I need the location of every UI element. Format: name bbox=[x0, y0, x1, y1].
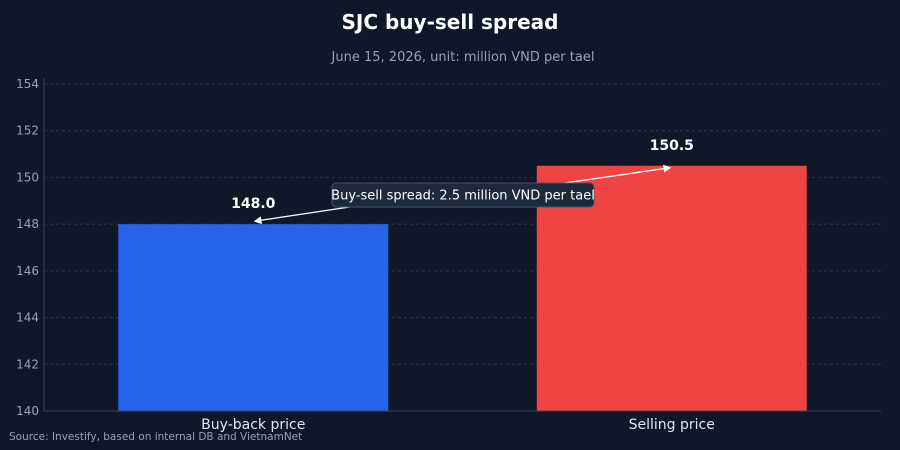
annotation-text: Buy-sell spread: 2.5 million VND per tae… bbox=[331, 189, 595, 204]
data-label: 148.0 bbox=[231, 196, 276, 212]
chart-title: SJC buy-sell spread bbox=[342, 10, 559, 34]
y-tick-label: 146 bbox=[16, 264, 39, 278]
source-note: Source: Investify, based on internal DB … bbox=[9, 431, 302, 443]
data-label: 150.5 bbox=[650, 138, 694, 154]
bar-buy-back bbox=[118, 224, 389, 411]
chart-subtitle: June 15, 2026, unit: million VND per tae… bbox=[331, 50, 595, 65]
labels: 140 142 144 146 148 150 152 154 Buy-back price 14… bbox=[16, 77, 715, 433]
x-tick-label: Buy-back price bbox=[201, 417, 305, 433]
y-tick-label: 142 bbox=[16, 357, 39, 371]
annotation: Buy-sell spread: 2.5 million VND per tae… bbox=[253, 164, 672, 225]
y-tick-label: 152 bbox=[16, 124, 39, 138]
y-tick-label: 148 bbox=[16, 217, 39, 231]
bars bbox=[118, 165, 807, 411]
y-tick-label: 144 bbox=[16, 311, 39, 325]
y-tick-label: 150 bbox=[16, 170, 39, 184]
axes bbox=[43, 78, 881, 412]
annotation-box bbox=[331, 182, 595, 208]
x-tick-label: Selling price bbox=[629, 417, 715, 433]
y-tick-label: 154 bbox=[16, 77, 39, 91]
y-tick-label: 140 bbox=[16, 404, 39, 418]
